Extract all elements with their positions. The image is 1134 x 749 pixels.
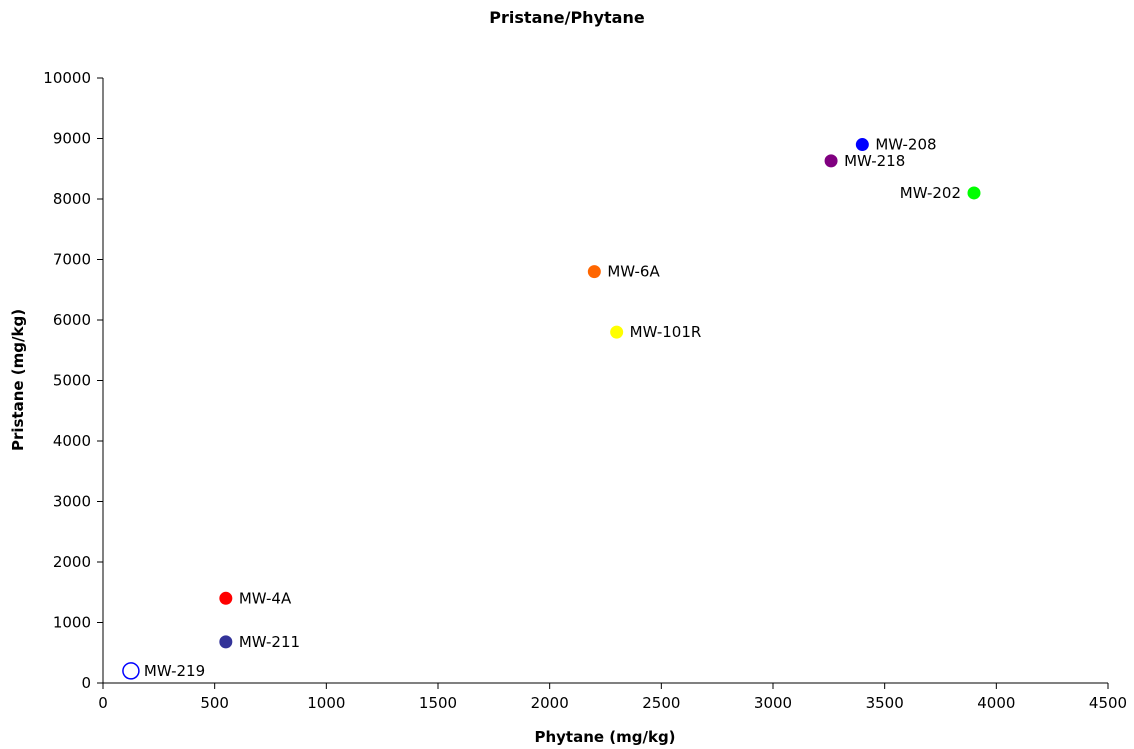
x-tick-label: 4000	[977, 694, 1015, 712]
x-tick-label: 2500	[642, 694, 680, 712]
point-mw-208	[855, 138, 869, 152]
point-label-mw-218: MW-218	[844, 152, 905, 170]
point-mw-6a	[587, 265, 601, 279]
y-tick-label: 7000	[53, 251, 91, 269]
x-tick-label: 4500	[1089, 694, 1127, 712]
point-label-mw-208: MW-208	[875, 136, 936, 154]
y-axis-title: Pristane (mg/kg)	[9, 309, 27, 451]
y-tick-label: 8000	[53, 190, 91, 208]
x-tick-label: 2000	[531, 694, 569, 712]
y-tick-label: 3000	[53, 493, 91, 511]
point-mw-218	[824, 154, 838, 168]
y-tick-label: 0	[81, 674, 91, 692]
x-axis-ticks: 0 500 1000 1500 2000 2500 3000 3500 4000 4500	[98, 683, 1127, 712]
point-label-mw-4a: MW-4A	[239, 589, 292, 607]
y-tick-label: 5000	[53, 372, 91, 390]
point-mw-219	[122, 662, 140, 680]
x-axis-title: Phytane (mg/kg)	[534, 728, 675, 746]
x-tick-label: 0	[98, 694, 108, 712]
y-tick-label: 10000	[43, 69, 91, 87]
point-label-mw-219: MW-219	[144, 662, 205, 680]
chart-title: Pristane/Phytane	[489, 8, 645, 27]
x-tick-label: 3000	[754, 694, 792, 712]
point-label-mw-6a: MW-6A	[607, 263, 660, 281]
x-tick-label: 1500	[419, 694, 457, 712]
y-tick-label: 9000	[53, 130, 91, 148]
x-tick-label: 3500	[866, 694, 904, 712]
point-mw-4a	[219, 591, 233, 605]
x-tick-label: 1000	[307, 694, 345, 712]
point-mw-202	[967, 186, 981, 200]
y-axis-ticks: 0 1000 2000 3000 4000 5000 6000 7000 8000 9000 100…	[43, 69, 103, 692]
x-tick-label: 500	[200, 694, 229, 712]
y-tick-label: 2000	[53, 553, 91, 571]
point-label-mw-211: MW-211	[239, 633, 300, 651]
point-label-mw-101r: MW-101R	[630, 323, 702, 341]
y-tick-label: 1000	[53, 614, 91, 632]
y-tick-label: 4000	[53, 432, 91, 450]
point-mw-211	[219, 635, 233, 649]
y-tick-label: 6000	[53, 311, 91, 329]
point-label-mw-202: MW-202	[900, 184, 961, 202]
point-mw-101r	[610, 325, 624, 339]
